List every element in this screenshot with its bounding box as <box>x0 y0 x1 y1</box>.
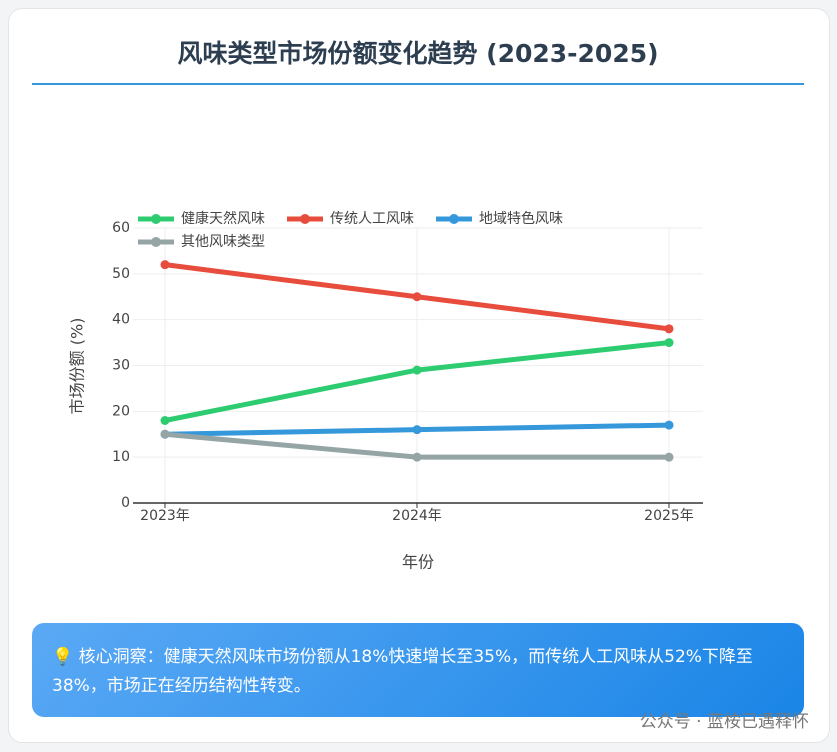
y-tick-label: 20 <box>112 403 130 419</box>
point <box>664 452 674 462</box>
x-tick-label: 2024年 <box>392 508 442 524</box>
point <box>412 292 422 302</box>
legend-marker <box>300 214 310 224</box>
legend-marker <box>151 214 161 224</box>
y-tick-label: 60 <box>112 220 130 236</box>
legend-label: 传统人工风味 <box>330 211 414 227</box>
x-tick-label: 2025年 <box>644 508 694 524</box>
point <box>664 324 674 334</box>
point <box>412 365 422 375</box>
y-tick-label: 0 <box>121 495 130 511</box>
point <box>160 260 170 270</box>
point <box>412 425 422 435</box>
insight-box: 💡 核心洞察：健康天然风味市场份额从18%快速增长至35%，而传统人工风味从52… <box>32 623 804 717</box>
point <box>412 452 422 462</box>
y-axis-label: 市场份额 (%) <box>68 318 87 415</box>
legend-marker <box>151 237 161 247</box>
y-tick-label: 10 <box>112 449 130 465</box>
point <box>664 338 674 348</box>
legend-label: 健康天然风味 <box>181 210 265 227</box>
x-tick-label: 2023年 <box>140 508 190 524</box>
title-rule <box>32 83 804 85</box>
y-tick-label: 30 <box>112 358 130 374</box>
card <box>8 8 830 743</box>
point <box>160 416 170 425</box>
point <box>664 420 674 430</box>
watermark: 公众号 · 蓝桉已遇释怀 <box>639 712 809 732</box>
legend-label: 地域特色风味 <box>479 210 563 227</box>
chart-title: 风味类型市场份额变化趋势 (2023-2025) <box>177 39 659 68</box>
y-tick-label: 40 <box>112 312 130 328</box>
legend-marker <box>449 214 459 224</box>
point <box>160 429 170 439</box>
x-axis-label: 年份 <box>402 553 434 572</box>
y-tick-label: 50 <box>112 266 130 282</box>
legend-label: 其他风味类型 <box>181 234 265 250</box>
